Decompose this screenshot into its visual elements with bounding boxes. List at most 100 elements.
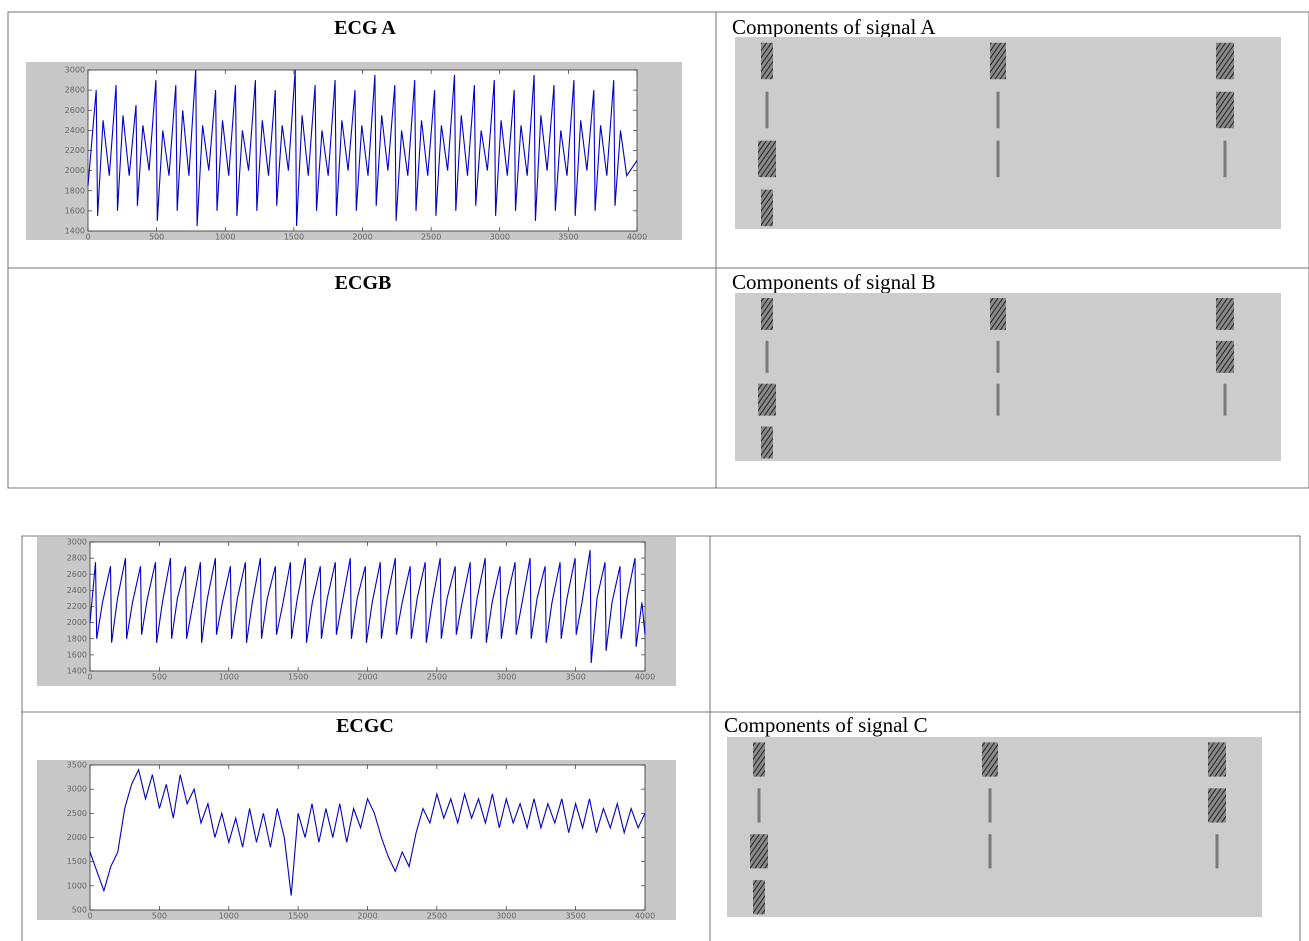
y-tick-label: 2800 [67,554,87,563]
x-tick-label: 2500 [421,233,441,242]
component-image [996,91,1000,129]
x-tick-label: 2000 [357,673,377,682]
x-tick-label: 3000 [496,673,516,682]
x-tick-label: 3500 [565,912,585,921]
component-image [750,834,768,869]
y-tick-label: 2500 [67,809,87,818]
y-tick-label: 2200 [67,602,87,611]
y-tick-label: 3000 [65,66,85,75]
cell-title: Components of signal B [732,270,936,294]
x-tick-label: 1000 [215,233,235,242]
component-image [1216,340,1234,373]
x-tick-label: 500 [149,233,164,242]
component-image [761,42,773,80]
y-tick-label: 1400 [67,667,87,676]
y-tick-label: 2600 [67,570,87,579]
signal-line [87,69,638,227]
x-tick-label: 1500 [288,673,308,682]
component-image [996,383,1000,416]
y-tick-label: 3500 [67,761,87,770]
component-image [761,426,773,459]
x-tick-label: 3000 [490,233,510,242]
cell-title: ECGB [335,272,392,294]
y-tick-label: 2600 [65,106,85,115]
component-image [996,140,1000,178]
component-image [753,880,765,915]
y-tick-label: 1800 [65,186,85,195]
x-tick-label: 3500 [558,233,578,242]
x-tick-label: 0 [85,233,90,242]
component-image [761,189,773,227]
y-tick-label: 1800 [67,634,87,643]
cell-title: ECG A [334,17,396,39]
x-tick-label: 2500 [427,673,447,682]
y-tick-label: 500 [72,906,87,915]
plot-area [89,764,646,911]
component-image [1216,91,1234,129]
cell-title: Components of signal C [724,713,928,737]
x-tick-label: 500 [152,912,167,921]
component-image [988,788,992,823]
y-tick-label: 1600 [67,650,87,659]
component-image [990,42,1006,80]
x-tick-label: 500 [152,673,167,682]
y-tick-label: 2000 [67,618,87,627]
x-tick-label: 0 [87,673,92,682]
x-tick-label: 1500 [284,233,304,242]
x-tick-label: 4000 [635,673,655,682]
y-tick-label: 1000 [67,881,87,890]
component-image [1215,834,1219,869]
component-image [1208,742,1226,777]
table-border [7,11,1309,489]
component-image [753,742,765,777]
component-image [982,742,998,777]
x-tick-label: 1500 [288,912,308,921]
component-image [757,788,761,823]
y-tick-label: 1600 [65,206,85,215]
x-tick-label: 1000 [219,673,239,682]
x-tick-label: 4000 [635,912,655,921]
component-image [1223,383,1227,416]
x-tick-label: 2500 [427,912,447,921]
signal-line [89,768,646,896]
y-tick-label: 2400 [67,586,87,595]
component-image [765,340,769,373]
x-tick-label: 4000 [627,233,647,242]
component-image [990,298,1006,330]
component-image [988,834,992,869]
y-tick-label: 2400 [65,126,85,135]
y-tick-label: 2800 [65,86,85,95]
y-tick-label: 1500 [67,857,87,866]
component-image [758,140,776,178]
y-tick-label: 2000 [65,166,85,175]
x-tick-label: 1000 [219,912,239,921]
component-image [1223,140,1227,178]
component-panel [735,293,1281,461]
component-panel [735,37,1281,229]
y-tick-label: 3000 [67,538,87,547]
x-tick-label: 2000 [352,233,372,242]
y-tick-label: 2000 [67,833,87,842]
x-tick-label: 0 [87,912,92,921]
plot-area [89,541,646,672]
cell-title: Components of signal A [732,15,936,39]
table-border [21,535,1301,941]
component-image [761,298,773,330]
y-tick-label: 2200 [65,146,85,155]
y-tick-label: 3000 [67,785,87,794]
signal-line [89,550,646,663]
x-tick-label: 2000 [357,912,377,921]
x-tick-label: 3000 [496,912,516,921]
component-image [996,340,1000,373]
component-image [765,91,769,129]
plot-area [87,69,638,232]
component-image [1216,42,1234,80]
component-image [1216,298,1234,330]
component-image [758,383,776,416]
component-image [1208,788,1226,823]
cell-title: ECGC [336,715,394,737]
x-tick-label: 3500 [565,673,585,682]
y-tick-label: 1400 [65,227,85,236]
